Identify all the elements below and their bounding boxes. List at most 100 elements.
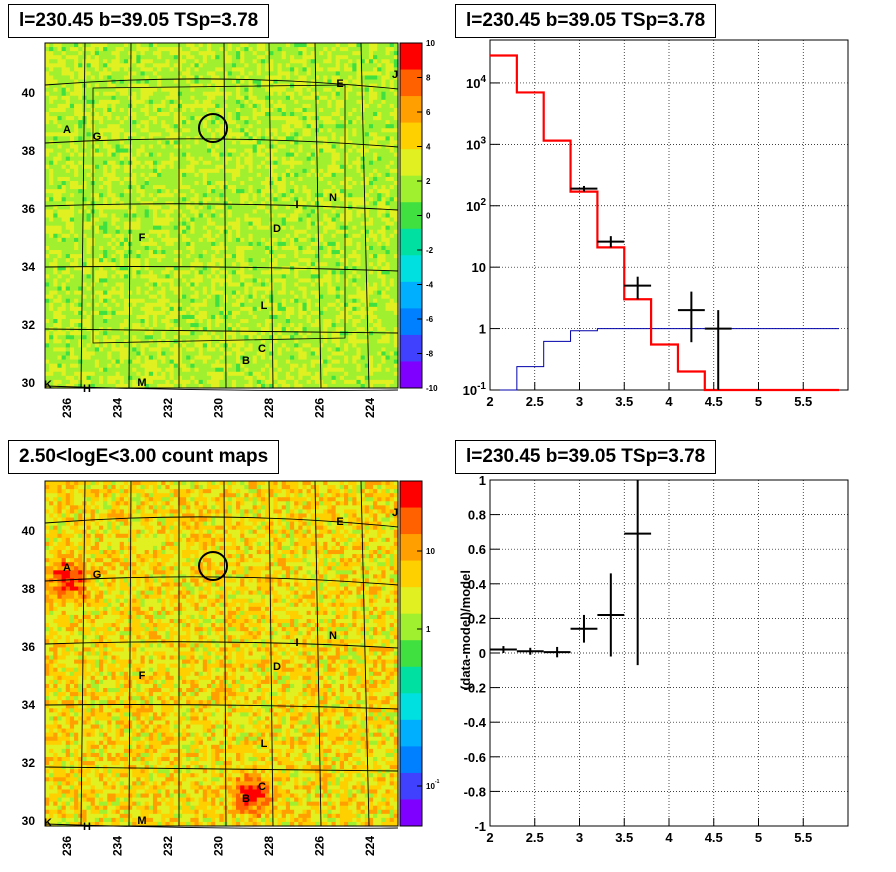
x-tick-label: 234 xyxy=(111,398,125,418)
source-label-I: I xyxy=(295,637,298,649)
residual-ratio-panel: 2 2.5 3 3.5 4 4.5 5 5.510.80.60.40.20-0.2-0.4-0… xyxy=(458,473,848,845)
source-label-B: B xyxy=(242,793,250,805)
x-tick-label: 228 xyxy=(262,836,276,856)
y-tick-label: 34 xyxy=(22,698,36,712)
x-tick-label: 226 xyxy=(313,398,327,418)
x-tick-label: 5.5 xyxy=(794,830,812,845)
colorbar-tick-label: -10 xyxy=(426,384,438,393)
colorbar-tick-label: 10 xyxy=(426,39,435,48)
y-tick-label: 40 xyxy=(22,86,36,100)
x-tick-label: 2.5 xyxy=(526,394,544,409)
colorbar-tick-label: 4 xyxy=(426,143,431,152)
colorbar-tick-label: -2 xyxy=(426,246,434,255)
count-map-cells xyxy=(45,481,399,827)
residual-map-cells xyxy=(45,43,399,389)
x-tick-label: 228 xyxy=(262,398,276,418)
y-tick-label: 32 xyxy=(22,756,36,770)
colorbar-tick-label: -4 xyxy=(426,281,434,290)
x-tick-label: 2.5 xyxy=(526,830,544,845)
y-tick-label: -1 xyxy=(474,819,486,834)
source-label-H: H xyxy=(83,383,91,395)
colorbar-tick-label: 2 xyxy=(426,177,431,186)
source-label-C: C xyxy=(258,343,266,355)
y-axis-label: (data-model)/model xyxy=(458,570,473,690)
x-tick-label: 5.5 xyxy=(794,394,812,409)
residual-map-title: l=230.45 b=39.05 TSp=3.78 xyxy=(8,4,269,38)
source-label-M: M xyxy=(137,815,146,827)
x-tick-label: 5 xyxy=(755,830,762,845)
colorbar-tick-label: 10-1 xyxy=(426,779,440,791)
count-map-title: 2.50<logE<3.00 count maps xyxy=(8,440,279,474)
y-tick-label: 32 xyxy=(22,318,36,332)
x-tick-label: 3 xyxy=(576,830,583,845)
colorbar-tick-label: 1 xyxy=(426,625,431,634)
source-label-A: A xyxy=(63,124,71,136)
source-label-C: C xyxy=(258,781,266,793)
x-tick-label: 224 xyxy=(363,398,377,418)
source-label-N: N xyxy=(329,630,337,642)
y-tick-label: 10-1 xyxy=(463,381,487,398)
source-label-M: M xyxy=(137,377,146,389)
x-tick-label: 230 xyxy=(212,836,226,856)
x-tick-label: 5 xyxy=(755,394,762,409)
source-label-J: J xyxy=(392,69,398,81)
y-tick-label: 36 xyxy=(22,202,36,216)
source-label-F: F xyxy=(139,232,146,244)
y-tick-label: -0.8 xyxy=(464,784,486,799)
colorbar-tick-label: 10 xyxy=(426,547,435,556)
y-tick-label: 0 xyxy=(479,646,486,661)
y-tick-label: 0.6 xyxy=(468,542,486,557)
source-label-E: E xyxy=(336,516,343,528)
y-tick-label: -0.4 xyxy=(464,715,487,730)
source-label-D: D xyxy=(273,661,281,673)
x-tick-label: 2 xyxy=(486,830,493,845)
y-tick-label: 38 xyxy=(22,144,36,158)
source-label-D: D xyxy=(273,223,281,235)
y-tick-label: 34 xyxy=(22,260,36,274)
source-label-J: J xyxy=(392,507,398,519)
source-label-H: H xyxy=(83,821,91,833)
x-tick-label: 226 xyxy=(313,836,327,856)
colorbar: 10 1 10-1 xyxy=(400,481,440,827)
source-label-B: B xyxy=(242,355,250,367)
x-tick-label: 4.5 xyxy=(705,830,723,845)
colorbar-tick-label: 0 xyxy=(426,212,431,221)
residual-ratio-title: l=230.45 b=39.05 TSp=3.78 xyxy=(455,440,716,474)
y-tick-label: 30 xyxy=(22,814,36,828)
x-tick-label: 232 xyxy=(161,398,175,418)
y-tick-label: 30 xyxy=(22,376,36,390)
y-tick-label: 1 xyxy=(479,322,486,337)
x-tick-label: 230 xyxy=(212,398,226,418)
y-tick-label: 102 xyxy=(466,197,486,214)
y-tick-label: 103 xyxy=(466,135,486,152)
x-tick-label: 236 xyxy=(60,398,74,418)
x-tick-label: 3.5 xyxy=(615,830,633,845)
source-label-G: G xyxy=(93,569,102,581)
x-tick-label: 232 xyxy=(161,836,175,856)
x-tick-label: 236 xyxy=(60,836,74,856)
y-tick-label: 38 xyxy=(22,582,36,596)
source-label-E: E xyxy=(336,78,343,90)
x-tick-label: 4.5 xyxy=(705,394,723,409)
source-label-K: K xyxy=(44,379,52,391)
y-tick-label: 40 xyxy=(22,524,36,538)
source-label-K: K xyxy=(44,817,52,829)
source-label-N: N xyxy=(329,192,337,204)
y-tick-label: 0.8 xyxy=(468,508,486,523)
x-tick-label: 234 xyxy=(111,836,125,856)
x-tick-label: 4 xyxy=(665,830,673,845)
x-tick-label: 4 xyxy=(665,394,673,409)
y-tick-label: 36 xyxy=(22,640,36,654)
source-label-L: L xyxy=(261,300,268,312)
y-tick-label: 104 xyxy=(466,74,486,91)
y-tick-label: 10 xyxy=(472,260,486,275)
colorbar-tick-label: -8 xyxy=(426,350,434,359)
source-label-G: G xyxy=(93,131,102,143)
x-tick-label: 3 xyxy=(576,394,583,409)
spectrum-title: l=230.45 b=39.05 TSp=3.78 xyxy=(455,4,716,38)
x-tick-label: 2 xyxy=(486,394,493,409)
